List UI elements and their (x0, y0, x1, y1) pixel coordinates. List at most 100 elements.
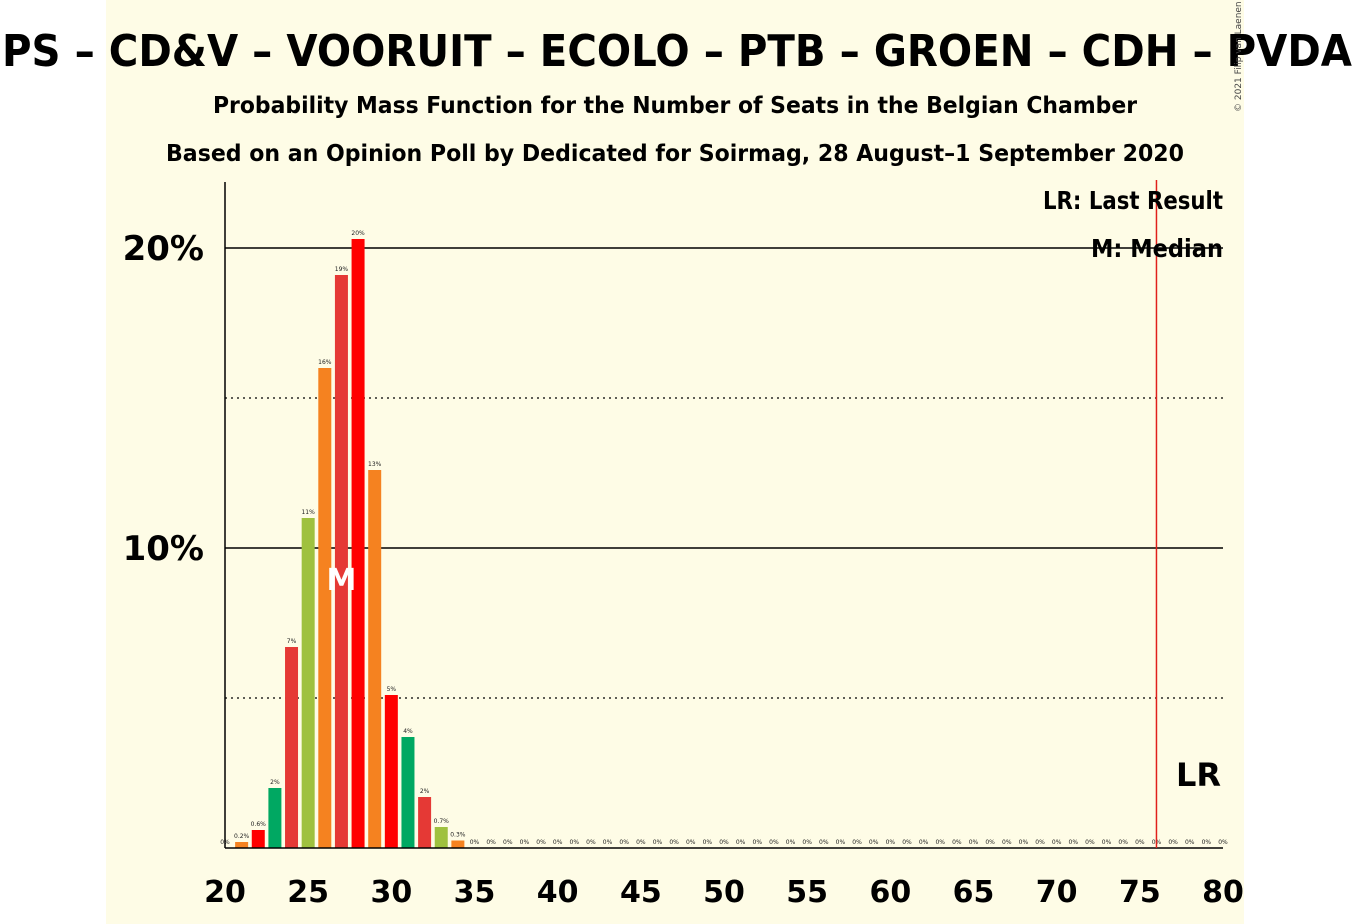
bar-label-75: 0% (1135, 839, 1145, 846)
copyright-notice: © 2021 Filip van Laenen (1234, 1, 1244, 112)
bar-label-30: 5% (387, 686, 397, 693)
bar-seats-25 (301, 518, 315, 848)
bar-label-31: 4% (403, 728, 413, 735)
bar-seats-30 (384, 695, 398, 848)
x-tick-80: 80 (1202, 875, 1244, 910)
bar-label-40: 0% (553, 839, 563, 846)
bar-label-48: 0% (686, 839, 696, 846)
bar-label-70: 0% (1052, 839, 1062, 846)
bar-label-38: 0% (520, 839, 530, 846)
bar-label-60: 0% (886, 839, 896, 846)
bar-label-65: 0% (969, 839, 979, 846)
bar-label-35: 0% (470, 839, 480, 846)
bar-label-32: 2% (420, 788, 430, 795)
bar-label-34: 0.3% (450, 832, 466, 839)
bar-seats-34 (451, 840, 465, 848)
x-tick-65: 65 (953, 875, 995, 910)
y-tick-20: 20% (123, 229, 204, 269)
bar-label-73: 0% (1102, 839, 1112, 846)
bar-label-61: 0% (902, 839, 912, 846)
bar-label-62: 0% (919, 839, 929, 846)
y-tick-labels: 10% 20% (123, 229, 204, 569)
bar-label-46: 0% (653, 839, 663, 846)
bar-series (235, 239, 465, 848)
bar-label-71: 0% (1069, 839, 1079, 846)
x-tick-35: 35 (454, 875, 496, 910)
last-result-marker: LR (1176, 756, 1221, 794)
x-tick-75: 75 (1119, 875, 1161, 910)
bar-label-33: 0.7% (434, 818, 450, 825)
y-tick-10: 10% (123, 529, 204, 569)
legend-median: M: Median (1091, 234, 1223, 263)
bar-seats-26 (318, 368, 332, 848)
bar-seats-33 (434, 827, 448, 848)
bar-label-36: 0% (486, 839, 496, 846)
bar-label-58: 0% (852, 839, 862, 846)
x-tick-55: 55 (786, 875, 828, 910)
bar-label-54: 0% (786, 839, 796, 846)
x-tick-20: 20 (204, 875, 246, 910)
bar-label-72: 0% (1085, 839, 1095, 846)
bar-label-29: 13% (368, 461, 382, 468)
bar-label-78: 0% (1185, 839, 1195, 846)
bar-label-51: 0% (736, 839, 746, 846)
bar-label-26: 16% (318, 359, 332, 366)
bar-seats-28 (351, 239, 365, 848)
bar-label-59: 0% (869, 839, 879, 846)
x-tick-25: 25 (287, 875, 329, 910)
bar-seats-27 (334, 275, 348, 848)
bar-label-79: 0% (1202, 839, 1212, 846)
bar-label-41: 0% (570, 839, 580, 846)
bar-label-55: 0% (802, 839, 812, 846)
bar-label-69: 0% (1035, 839, 1045, 846)
x-tick-50: 50 (703, 875, 745, 910)
bar-label-42: 0% (586, 839, 596, 846)
bar-label-21: 0.2% (234, 833, 250, 840)
bar-seats-31 (401, 737, 415, 848)
bar-label-44: 0% (619, 839, 629, 846)
bar-label-77: 0% (1168, 839, 1178, 846)
chart-title: PS – CD&V – VOORUIT – ECOLO – PTB – GROE… (2, 26, 1352, 77)
bar-label-56: 0% (819, 839, 829, 846)
bar-label-52: 0% (753, 839, 763, 846)
x-tick-45: 45 (620, 875, 662, 910)
bar-label-43: 0% (603, 839, 613, 846)
bar-label-23: 2% (270, 779, 280, 786)
bar-label-66: 0% (985, 839, 995, 846)
x-tick-labels: 20 25 30 35 40 45 50 55 60 65 70 75 80 (204, 875, 1244, 910)
bar-label-50: 0% (719, 839, 729, 846)
bar-label-27: 19% (335, 266, 349, 273)
bar-label-57: 0% (836, 839, 846, 846)
chart-subtitle-1: Probability Mass Function for the Number… (213, 93, 1138, 119)
gridlines (225, 247, 1223, 699)
x-tick-70: 70 (1036, 875, 1078, 910)
x-tick-30: 30 (370, 875, 412, 910)
bar-label-63: 0% (935, 839, 945, 846)
bar-label-24: 7% (287, 638, 297, 645)
bar-label-47: 0% (669, 839, 679, 846)
bar-label-74: 0% (1118, 839, 1128, 846)
bar-label-80: 0% (1218, 839, 1228, 846)
bar-seats-32 (418, 797, 432, 848)
x-tick-40: 40 (537, 875, 579, 910)
chart-subtitle-2: Based on an Opinion Poll by Dedicated fo… (166, 141, 1184, 167)
bar-seats-21 (235, 842, 249, 848)
bar-label-39: 0% (536, 839, 546, 846)
bar-value-labels: 0%0.2%0.6%2%7%11%16%19%20%13%5%4%2%0.7%0… (220, 230, 1228, 846)
bar-label-45: 0% (636, 839, 646, 846)
bar-seats-24 (285, 647, 299, 848)
bar-label-68: 0% (1019, 839, 1029, 846)
bar-label-67: 0% (1002, 839, 1012, 846)
bar-label-64: 0% (952, 839, 962, 846)
legend-last-result: LR: Last Result (1043, 186, 1223, 215)
bar-seats-29 (368, 470, 382, 848)
bar-label-49: 0% (703, 839, 713, 846)
median-marker: M (327, 563, 357, 598)
bar-seats-22 (251, 830, 265, 848)
bar-label-25: 11% (301, 509, 315, 516)
bar-seats-23 (268, 788, 282, 848)
x-tick-60: 60 (869, 875, 911, 910)
bar-label-53: 0% (769, 839, 779, 846)
bar-label-28: 20% (351, 230, 365, 237)
